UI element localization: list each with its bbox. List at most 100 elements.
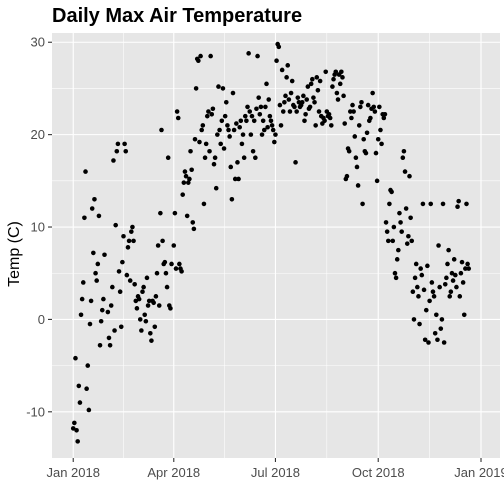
data-point bbox=[145, 303, 151, 308]
major-gridlines bbox=[52, 33, 500, 458]
data-point bbox=[364, 130, 370, 136]
data-point bbox=[304, 97, 310, 102]
data-point bbox=[106, 335, 112, 341]
data-point bbox=[200, 123, 206, 128]
data-point bbox=[130, 224, 135, 230]
data-point bbox=[426, 340, 431, 345]
data-point bbox=[439, 317, 445, 322]
data-point bbox=[91, 250, 96, 256]
data-point bbox=[229, 197, 235, 202]
data-point bbox=[111, 158, 116, 163]
data-point bbox=[310, 76, 315, 82]
data-point bbox=[274, 58, 279, 64]
data-point bbox=[383, 220, 389, 225]
data-point bbox=[408, 215, 413, 221]
data-point bbox=[116, 269, 122, 274]
data-point bbox=[242, 113, 248, 119]
data-point bbox=[110, 284, 115, 290]
data-point bbox=[201, 201, 207, 207]
data-point bbox=[355, 183, 361, 188]
data-point bbox=[407, 173, 412, 179]
data-point bbox=[303, 112, 308, 117]
data-point bbox=[149, 338, 154, 343]
data-point bbox=[430, 289, 436, 294]
data-point bbox=[342, 121, 348, 126]
data-point bbox=[451, 257, 457, 262]
data-point bbox=[99, 307, 105, 313]
data-point bbox=[238, 118, 244, 124]
x-tick-label: Jan 2019 bbox=[454, 465, 504, 480]
y-tick-label: 10 bbox=[31, 220, 45, 235]
data-point bbox=[354, 164, 360, 170]
data-point bbox=[249, 113, 255, 119]
data-point bbox=[461, 312, 467, 318]
data-point bbox=[197, 139, 202, 145]
data-points bbox=[70, 41, 472, 444]
data-point bbox=[392, 270, 398, 276]
data-point bbox=[257, 112, 263, 117]
data-point bbox=[444, 275, 449, 281]
data-point bbox=[294, 109, 299, 114]
data-point bbox=[365, 102, 371, 108]
data-point bbox=[79, 296, 85, 302]
data-point bbox=[330, 84, 335, 89]
data-point bbox=[379, 141, 384, 147]
data-point bbox=[337, 81, 343, 87]
data-point bbox=[94, 278, 99, 283]
data-point bbox=[458, 270, 464, 276]
data-point bbox=[213, 185, 219, 191]
data-point bbox=[402, 169, 408, 174]
data-point bbox=[361, 136, 367, 142]
data-point bbox=[401, 148, 407, 154]
data-point bbox=[89, 206, 95, 211]
data-point bbox=[86, 407, 92, 413]
data-point bbox=[117, 289, 123, 294]
data-point bbox=[260, 118, 266, 124]
data-point bbox=[237, 124, 242, 130]
data-point bbox=[312, 99, 317, 105]
data-point bbox=[215, 132, 220, 137]
y-axis: -10 0 10 20 30 bbox=[26, 35, 52, 419]
data-point bbox=[389, 189, 394, 195]
data-point bbox=[411, 317, 417, 322]
data-point bbox=[151, 300, 156, 306]
data-point bbox=[134, 306, 140, 311]
data-point bbox=[456, 198, 461, 204]
data-point bbox=[118, 324, 124, 330]
data-point bbox=[112, 328, 117, 333]
data-point bbox=[209, 112, 215, 117]
data-point bbox=[122, 141, 127, 147]
data-point bbox=[183, 173, 189, 179]
data-point bbox=[276, 44, 282, 50]
data-point bbox=[287, 109, 293, 114]
data-point bbox=[172, 210, 178, 216]
data-point bbox=[188, 148, 193, 154]
data-point bbox=[70, 426, 76, 431]
data-point bbox=[340, 75, 345, 80]
data-point bbox=[333, 69, 339, 75]
data-point bbox=[373, 150, 379, 156]
data-point bbox=[393, 275, 399, 281]
data-point bbox=[204, 113, 210, 119]
data-point bbox=[396, 247, 401, 253]
data-point bbox=[165, 155, 171, 161]
data-point bbox=[231, 127, 237, 133]
data-point bbox=[399, 229, 404, 234]
data-point bbox=[84, 386, 89, 392]
data-point bbox=[316, 109, 322, 114]
data-point bbox=[125, 245, 131, 250]
data-point bbox=[192, 136, 198, 142]
data-point bbox=[171, 243, 177, 248]
data-point bbox=[422, 337, 428, 343]
data-point bbox=[107, 342, 113, 348]
data-point bbox=[385, 238, 391, 244]
data-point bbox=[420, 201, 426, 207]
data-point bbox=[350, 102, 355, 108]
data-point bbox=[77, 400, 83, 405]
data-point bbox=[156, 303, 162, 308]
data-point bbox=[146, 298, 152, 304]
data-point bbox=[437, 284, 442, 290]
data-point bbox=[447, 294, 453, 299]
data-point bbox=[248, 132, 254, 137]
